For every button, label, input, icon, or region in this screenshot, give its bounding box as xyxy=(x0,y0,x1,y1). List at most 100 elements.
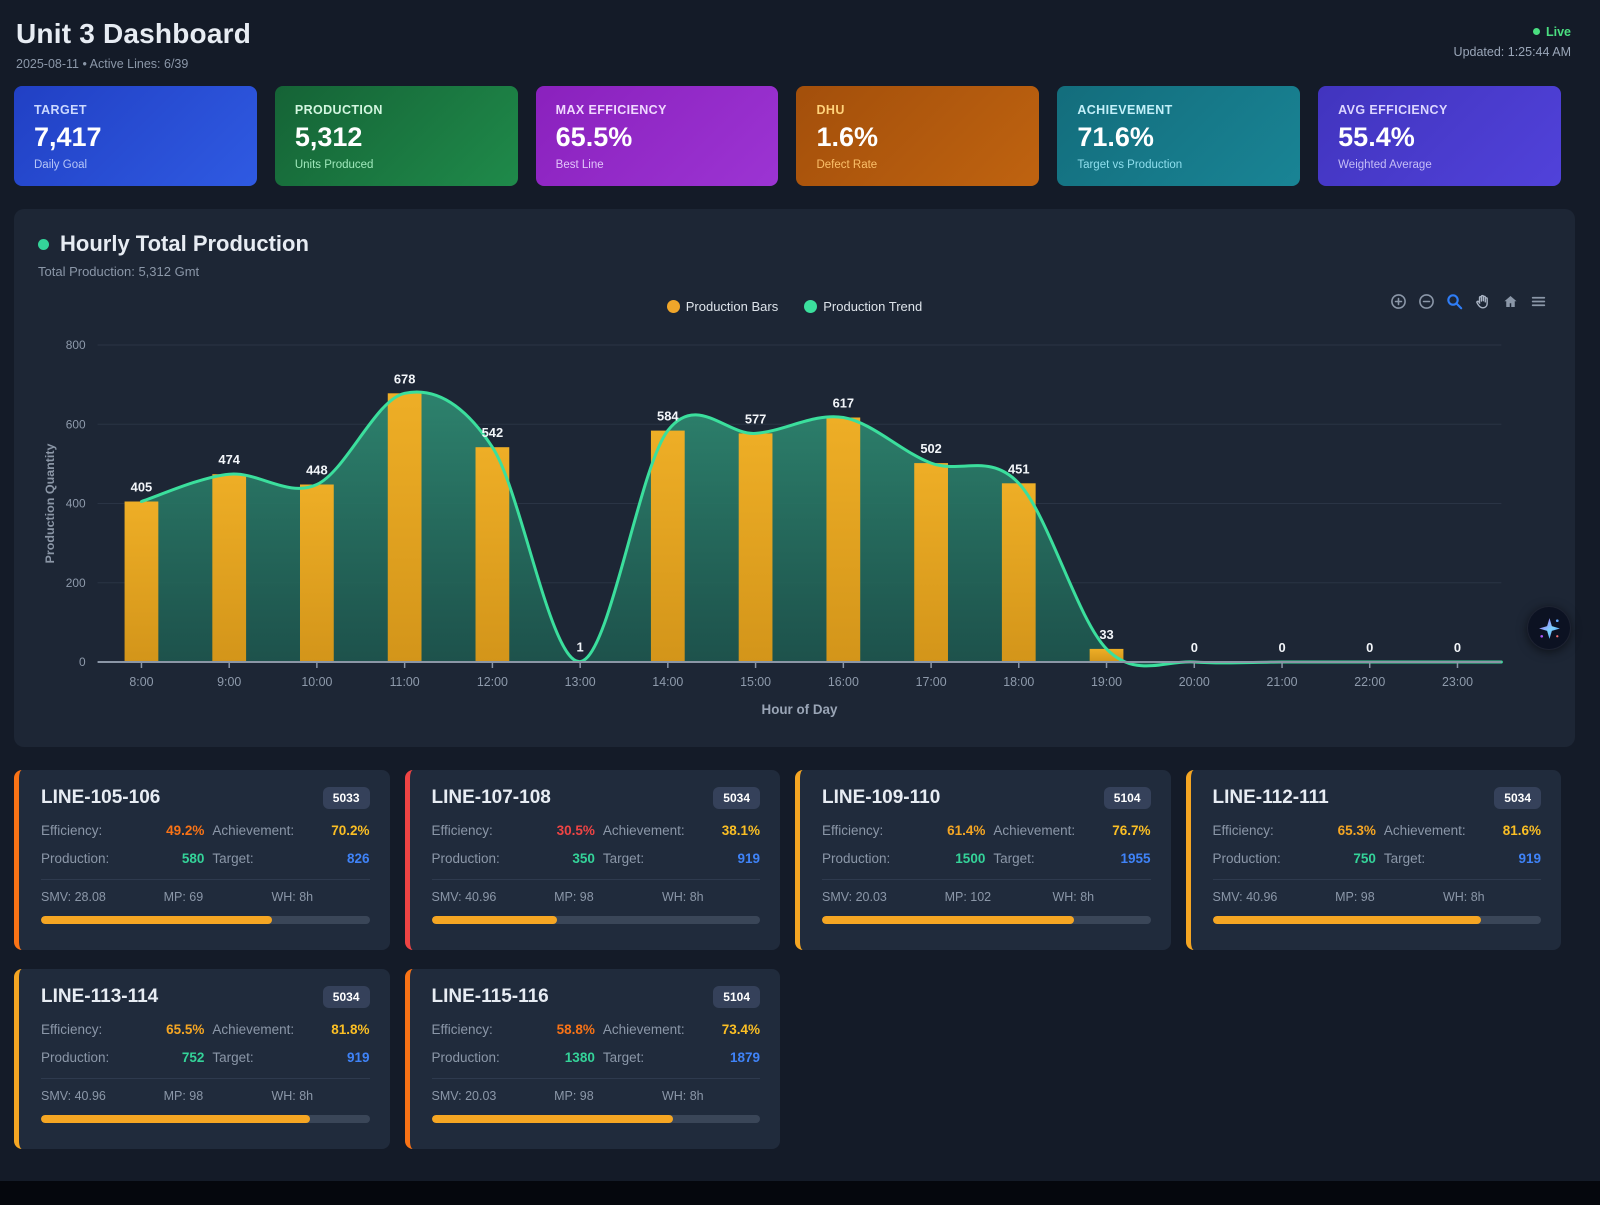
updated-timestamp: Updated: 1:25:44 AM xyxy=(1454,45,1571,59)
chart-title: Hourly Total Production xyxy=(60,231,309,257)
achievement-value: 81.8% xyxy=(302,1022,369,1037)
target-value: 919 xyxy=(302,1050,369,1065)
production-label: Production: xyxy=(822,851,910,866)
production-label: Production: xyxy=(1213,851,1301,866)
wh-value: WH: 8h xyxy=(1052,890,1150,904)
mp-value: MP: 98 xyxy=(554,1089,662,1103)
achievement-label: Achievement: xyxy=(212,1022,294,1037)
kpi-card-max-efficiency: MAX EFFICIENCY 65.5% Best Line xyxy=(536,86,779,186)
efficiency-label: Efficiency: xyxy=(822,823,910,838)
kpi-value: 5,312 xyxy=(295,122,498,153)
achievement-value: 38.1% xyxy=(693,823,760,838)
menu-icon[interactable] xyxy=(1530,293,1547,310)
svg-text:11:00: 11:00 xyxy=(390,675,420,689)
svg-text:451: 451 xyxy=(1008,461,1030,476)
svg-text:Hour of Day: Hour of Day xyxy=(762,702,838,717)
achievement-progress xyxy=(432,916,761,924)
kpi-row: TARGET 7,417 Daily Goal PRODUCTION 5,312… xyxy=(14,86,1561,186)
svg-text:474: 474 xyxy=(218,452,240,467)
production-value: 350 xyxy=(528,851,595,866)
divider xyxy=(432,1078,761,1079)
target-value: 1955 xyxy=(1083,851,1150,866)
kpi-card-production: PRODUCTION 5,312 Units Produced xyxy=(275,86,518,186)
line-name: LINE-115-116 xyxy=(432,986,549,1008)
legend-production-bars[interactable]: Production Bars xyxy=(667,299,779,314)
kpi-card-avg-efficiency: AVG EFFICIENCY 55.4% Weighted Average xyxy=(1318,86,1561,186)
svg-text:405: 405 xyxy=(131,479,153,494)
home-icon[interactable] xyxy=(1502,293,1519,310)
target-label: Target: xyxy=(603,851,685,866)
kpi-value: 65.5% xyxy=(556,122,759,153)
line-name: LINE-112-111 xyxy=(1213,787,1329,809)
kpi-label: ACHIEVEMENT xyxy=(1077,103,1280,117)
wh-value: WH: 8h xyxy=(271,890,369,904)
progress-fill xyxy=(41,916,272,924)
chart-title-dot-icon xyxy=(38,239,49,250)
svg-text:13:00: 13:00 xyxy=(565,675,596,689)
box-zoom-icon[interactable] xyxy=(1446,293,1463,310)
line-card: LINE-113-114 5034 Efficiency: 65.5% Achi… xyxy=(14,969,390,1149)
production-value: 1500 xyxy=(918,851,985,866)
line-card: LINE-112-111 5034 Efficiency: 65.3% Achi… xyxy=(1186,770,1562,950)
line-badge: 5034 xyxy=(323,986,370,1008)
line-badge: 5034 xyxy=(713,787,760,809)
svg-text:600: 600 xyxy=(66,417,86,431)
svg-text:617: 617 xyxy=(833,395,855,410)
kpi-sublabel: Best Line xyxy=(556,159,759,171)
production-value: 750 xyxy=(1309,851,1376,866)
kpi-card-target: TARGET 7,417 Daily Goal xyxy=(14,86,257,186)
achievement-progress xyxy=(41,916,370,924)
smv-value: SMV: 28.08 xyxy=(41,890,164,904)
line-card: LINE-115-116 5104 Efficiency: 58.8% Achi… xyxy=(405,969,781,1149)
mp-value: MP: 102 xyxy=(945,890,1053,904)
svg-text:448: 448 xyxy=(306,462,328,477)
svg-text:17:00: 17:00 xyxy=(916,675,947,689)
svg-text:8:00: 8:00 xyxy=(129,675,153,689)
line-cards-row-2: LINE-113-114 5034 Efficiency: 65.5% Achi… xyxy=(14,969,1561,1149)
svg-text:1: 1 xyxy=(577,640,584,655)
achievement-progress xyxy=(822,916,1151,924)
kpi-value: 55.4% xyxy=(1338,122,1541,153)
kpi-label: DHU xyxy=(816,103,1019,117)
line-badge: 5104 xyxy=(713,986,760,1008)
zoom-in-icon[interactable] xyxy=(1390,293,1407,310)
target-label: Target: xyxy=(212,1050,294,1065)
efficiency-label: Efficiency: xyxy=(432,823,520,838)
svg-text:584: 584 xyxy=(657,409,679,424)
achievement-progress xyxy=(1213,916,1542,924)
mp-value: MP: 98 xyxy=(164,1089,272,1103)
legend-production-trend[interactable]: Production Trend xyxy=(804,299,922,314)
ai-assistant-button[interactable] xyxy=(1527,606,1571,650)
svg-text:10:00: 10:00 xyxy=(301,675,332,689)
chart-subtitle: Total Production: 5,312 Gmt xyxy=(38,264,1551,279)
production-chart[interactable]: 02004006008008:004059:0047410:0044811:00… xyxy=(38,323,1551,733)
production-value: 580 xyxy=(137,851,204,866)
svg-text:15:00: 15:00 xyxy=(740,675,771,689)
efficiency-label: Efficiency: xyxy=(1213,823,1301,838)
kpi-value: 7,417 xyxy=(34,122,237,153)
production-value: 752 xyxy=(137,1050,204,1065)
efficiency-label: Efficiency: xyxy=(432,1022,520,1037)
divider xyxy=(41,879,370,880)
divider xyxy=(1213,879,1542,880)
svg-text:33: 33 xyxy=(1099,627,1113,642)
achievement-label: Achievement: xyxy=(1384,823,1466,838)
target-label: Target: xyxy=(603,1050,685,1065)
kpi-sublabel: Defect Rate xyxy=(816,159,1019,171)
kpi-label: TARGET xyxy=(34,103,237,117)
svg-text:200: 200 xyxy=(66,576,86,590)
svg-text:16:00: 16:00 xyxy=(828,675,859,689)
pan-icon[interactable] xyxy=(1474,293,1491,310)
svg-text:23:00: 23:00 xyxy=(1442,675,1473,689)
zoom-out-icon[interactable] xyxy=(1418,293,1435,310)
production-value: 1380 xyxy=(528,1050,595,1065)
line-name: LINE-113-114 xyxy=(41,986,158,1008)
svg-text:14:00: 14:00 xyxy=(652,675,683,689)
target-value: 1879 xyxy=(693,1050,760,1065)
svg-text:18:00: 18:00 xyxy=(1003,675,1034,689)
smv-value: SMV: 20.03 xyxy=(822,890,945,904)
bottom-bar xyxy=(0,1181,1600,1205)
svg-text:800: 800 xyxy=(66,338,86,352)
efficiency-value: 65.3% xyxy=(1309,823,1376,838)
svg-text:0: 0 xyxy=(1278,640,1285,655)
